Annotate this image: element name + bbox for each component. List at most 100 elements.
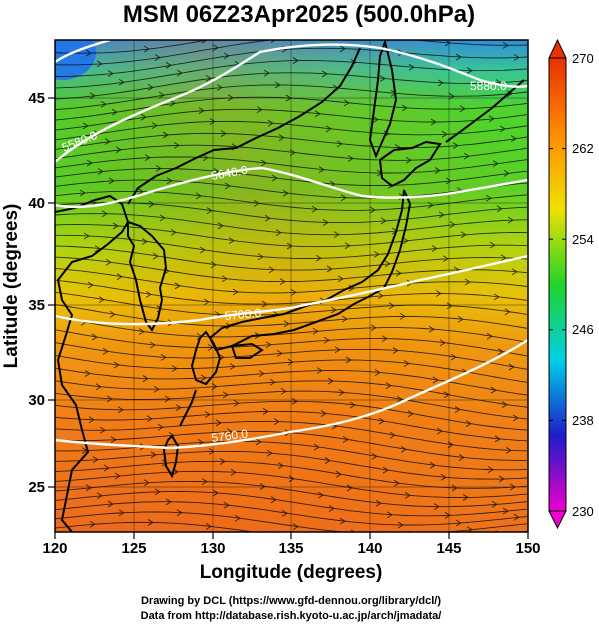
streamline-arrow bbox=[173, 142, 180, 149]
streamline-arrow bbox=[322, 538, 327, 544]
streamline-arrow bbox=[292, 523, 299, 530]
streamline-arrow bbox=[176, 69, 183, 77]
streamline-arrow bbox=[489, 241, 496, 249]
streamline-arrow bbox=[209, 118, 216, 125]
streamline-arrow bbox=[339, 45, 346, 53]
streamline-arrow bbox=[158, 91, 165, 99]
streamline-arrow bbox=[143, 45, 150, 53]
streamline-arrow bbox=[264, 214, 271, 222]
streamline-arrow bbox=[105, 258, 112, 266]
streamline-arrow bbox=[261, 300, 268, 308]
streamline-arrow bbox=[288, 475, 295, 483]
cold-core-patch bbox=[55, 40, 96, 80]
streamline-arrow bbox=[198, 107, 205, 115]
streamline-arrow bbox=[339, 517, 346, 525]
streamline-arrow bbox=[118, 78, 125, 86]
streamline-arrow bbox=[270, 40, 276, 43]
streamline-arrow bbox=[210, 261, 217, 269]
y-tick-label: 30 bbox=[28, 392, 45, 409]
streamline-arrow bbox=[262, 408, 269, 415]
streamline-arrow bbox=[491, 500, 498, 508]
streamline-arrow bbox=[434, 167, 441, 174]
streamline-arrow bbox=[255, 438, 262, 446]
streamline-arrow bbox=[407, 410, 414, 418]
streamline-arrow bbox=[388, 302, 395, 310]
streamline-arrow bbox=[223, 501, 230, 509]
streamline-arrow bbox=[226, 428, 233, 436]
streamline-arrow bbox=[215, 419, 222, 427]
streamline-arrow bbox=[205, 523, 212, 530]
streamline-arrow bbox=[152, 252, 159, 260]
streamline-arrow bbox=[279, 278, 286, 285]
streamline-arrow bbox=[374, 369, 381, 376]
graticule bbox=[55, 40, 528, 532]
streamline-arrow bbox=[96, 60, 103, 68]
streamline-arrow bbox=[222, 391, 229, 399]
x-tick-label: 120 bbox=[42, 540, 67, 557]
streamline-arrow bbox=[510, 135, 517, 143]
streamline-arrow bbox=[381, 335, 388, 343]
streamline-arrow bbox=[162, 131, 169, 139]
streamline-arrow bbox=[148, 200, 155, 208]
streamline-arrow bbox=[112, 222, 119, 230]
streamline-arrow bbox=[498, 475, 505, 483]
streamline-arrow bbox=[328, 505, 335, 512]
streamline-arrow bbox=[141, 238, 148, 245]
streamline-arrow bbox=[257, 253, 264, 261]
x-axis: 120 125 130 135 140 145 150 Longitude (d… bbox=[42, 532, 541, 583]
streamline-arrow bbox=[395, 269, 402, 277]
streamline-arrow bbox=[506, 90, 513, 98]
streamline-arrow bbox=[200, 374, 207, 382]
streamline-arrow bbox=[350, 529, 356, 532]
streamline-arrow bbox=[110, 436, 117, 444]
streamline-arrow bbox=[270, 496, 277, 504]
streamline-arrow bbox=[85, 484, 92, 492]
streamline-arrow bbox=[513, 513, 520, 521]
streamline-arrow bbox=[107, 500, 114, 508]
streamline-arrow bbox=[147, 83, 154, 91]
streamline-arrow bbox=[433, 503, 440, 511]
streamline-arrow bbox=[435, 290, 442, 297]
streamline-arrow bbox=[437, 79, 444, 87]
streamline-arrow bbox=[224, 182, 231, 190]
streamline-arrow bbox=[455, 519, 462, 527]
streamline-arrow bbox=[460, 231, 467, 239]
contour-label: 5700.0 bbox=[224, 306, 262, 323]
streamline-arrow bbox=[97, 168, 104, 175]
streamline-arrow bbox=[106, 395, 113, 403]
streamline-arrow bbox=[208, 448, 215, 455]
streamline-arrow bbox=[283, 320, 290, 328]
streamline-arrow bbox=[340, 194, 347, 202]
streamline-arrow bbox=[439, 339, 446, 347]
streamline-arrow bbox=[144, 154, 151, 161]
streamline-arrow bbox=[404, 491, 411, 499]
streamline-arrow bbox=[79, 189, 86, 197]
streamline-arrow bbox=[496, 205, 503, 213]
streamline-arrow bbox=[431, 245, 438, 252]
streamline-arrow bbox=[372, 116, 379, 123]
streamline-arrow bbox=[201, 478, 208, 486]
streamline bbox=[55, 521, 528, 532]
streamline-arrow bbox=[444, 511, 451, 519]
streamline-arrow bbox=[223, 52, 230, 60]
streamline-arrow bbox=[176, 509, 183, 517]
streamline-arrow bbox=[371, 453, 378, 460]
streamline-arrow bbox=[499, 125, 506, 133]
streamline-arrow bbox=[312, 327, 319, 335]
streamline-arrow bbox=[349, 401, 356, 409]
streamline-arrow bbox=[507, 216, 514, 224]
x-axis-title: Longitude (degrees) bbox=[200, 562, 383, 583]
streamline-arrow bbox=[402, 237, 409, 245]
streamline-arrow bbox=[373, 251, 380, 258]
streamline-arrow bbox=[171, 365, 178, 372]
streamline-arrow bbox=[345, 356, 352, 364]
streamline-arrow bbox=[317, 491, 324, 499]
streamline-arrow bbox=[266, 449, 273, 457]
streamline-arrow bbox=[338, 389, 345, 396]
streamline-arrow bbox=[151, 122, 158, 130]
streamline-arrow bbox=[96, 492, 103, 500]
streamline-arrow bbox=[265, 341, 272, 349]
streamline-arrow bbox=[154, 488, 161, 496]
streamline-arrow bbox=[466, 67, 473, 74]
streamline-arrow bbox=[260, 159, 267, 167]
